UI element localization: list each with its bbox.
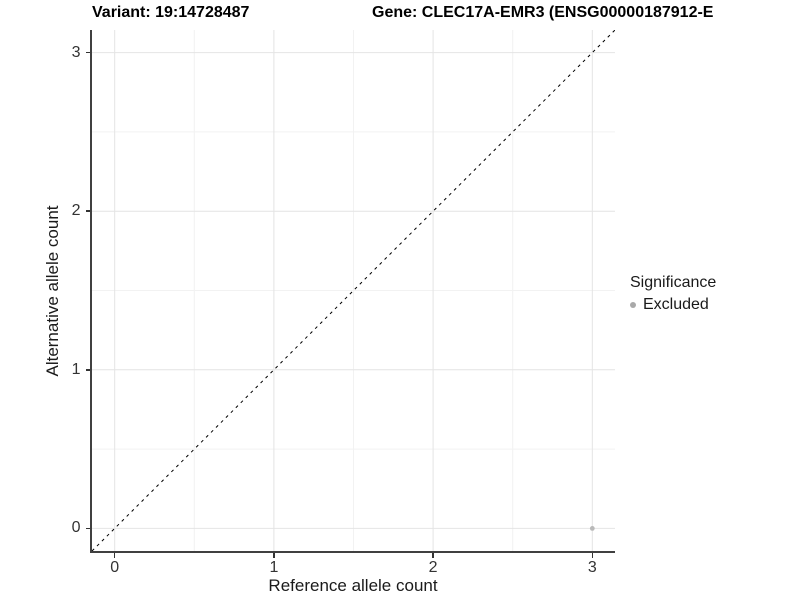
plot-title-variant: Variant: 19:14728487: [92, 4, 250, 21]
x-tick-mark: [273, 553, 275, 558]
x-axis-title: Reference allele count: [268, 576, 438, 595]
y-tick-mark: [85, 527, 90, 530]
x-tick-label: 3: [587, 559, 597, 576]
data-point: [589, 525, 595, 531]
y-tick-label: 2: [71, 202, 81, 220]
x-tick-mark: [432, 553, 434, 558]
y-tick-mark: [85, 51, 90, 54]
y-axis-title: Alternative allele count: [43, 205, 62, 377]
legend-point-icon: [630, 302, 636, 308]
y-tick-label: 3: [71, 43, 81, 61]
x-tick-label: 0: [110, 559, 120, 576]
x-tick-mark: [591, 553, 594, 558]
x-tick-label: 2: [428, 559, 438, 576]
legend-item-excluded: Excluded: [630, 296, 716, 314]
x-tick-label: 1: [269, 559, 279, 576]
y-tick-label: 1: [71, 360, 81, 378]
legend: Significance Excluded: [630, 274, 716, 314]
y-tick-mark: [85, 369, 90, 371]
legend-title: Significance: [630, 274, 717, 291]
plot-panel: [90, 30, 615, 553]
plot-title-gene: Gene: CLEC17A-EMR3 (ENSG00000187912-E: [372, 4, 714, 21]
x-tick-mark: [113, 553, 116, 558]
plot-canvas: [92, 30, 615, 551]
y-tick-label: 0: [71, 519, 81, 537]
legend-item-label: Excluded: [643, 296, 709, 313]
y-tick-mark: [85, 210, 90, 212]
